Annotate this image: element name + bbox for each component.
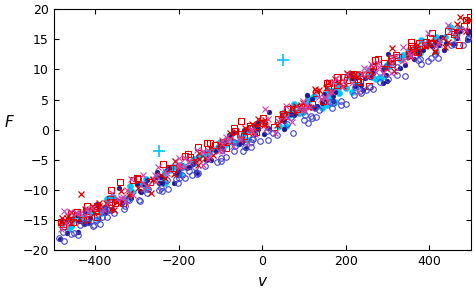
X-axis label: v: v [258, 274, 267, 289]
Y-axis label: F: F [4, 115, 13, 130]
